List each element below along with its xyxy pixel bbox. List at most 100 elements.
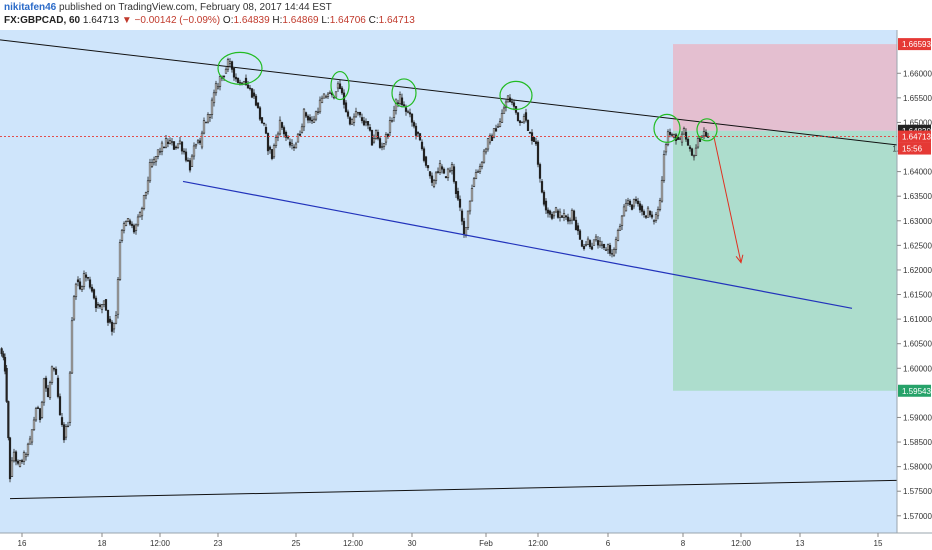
candle bbox=[80, 285, 84, 292]
stop-price-label: 1.66593 bbox=[902, 40, 931, 49]
time-axis[interactable] bbox=[0, 533, 932, 550]
low-value: 1.64706 bbox=[329, 15, 366, 26]
candle bbox=[206, 112, 210, 124]
candle-body bbox=[356, 112, 360, 114]
candle-body bbox=[130, 223, 134, 226]
candle-body bbox=[124, 221, 128, 226]
candle-body bbox=[456, 190, 460, 200]
candle bbox=[522, 113, 526, 124]
candle-body bbox=[346, 111, 350, 117]
candle bbox=[116, 276, 120, 319]
candle bbox=[512, 99, 516, 111]
candle bbox=[66, 421, 70, 428]
x-tick-label: 15 bbox=[874, 539, 883, 548]
peak-highlight-circle[interactable] bbox=[330, 70, 350, 101]
candle-body bbox=[512, 102, 516, 107]
candle-body bbox=[594, 236, 598, 241]
candle-body bbox=[76, 279, 80, 283]
candle bbox=[540, 179, 544, 194]
candle bbox=[268, 145, 272, 154]
candle bbox=[402, 101, 406, 107]
stop-loss-zone[interactable] bbox=[673, 44, 897, 131]
candle bbox=[608, 242, 612, 257]
take-profit-zone[interactable] bbox=[673, 130, 897, 391]
candle bbox=[50, 365, 54, 385]
candle bbox=[120, 228, 124, 243]
candle bbox=[90, 284, 94, 293]
y-tick-label: 1.62500 bbox=[903, 241, 932, 250]
candle-body bbox=[96, 304, 100, 306]
candle-body bbox=[620, 215, 624, 226]
candle bbox=[118, 239, 122, 281]
candle bbox=[406, 109, 410, 114]
candle bbox=[204, 121, 208, 124]
candle-body bbox=[542, 191, 546, 205]
candle-body bbox=[632, 199, 636, 207]
candle-body bbox=[564, 215, 568, 218]
support-line[interactable] bbox=[9, 479, 898, 500]
candle-body bbox=[8, 437, 12, 480]
candle-body bbox=[188, 160, 192, 171]
candle-body bbox=[582, 246, 586, 250]
candle bbox=[76, 276, 80, 287]
candle-body bbox=[408, 112, 412, 115]
peak-highlight-circle[interactable] bbox=[653, 113, 681, 143]
candle bbox=[682, 126, 686, 135]
candle bbox=[440, 164, 444, 174]
candle bbox=[690, 147, 694, 156]
candle-body bbox=[438, 162, 442, 173]
candle-body bbox=[128, 220, 132, 225]
candle-body bbox=[252, 92, 256, 97]
candle-body bbox=[694, 147, 698, 156]
candle-body bbox=[314, 111, 318, 120]
price-axis[interactable] bbox=[897, 30, 932, 533]
candle-body bbox=[100, 304, 104, 310]
forecast-arrow[interactable] bbox=[713, 137, 742, 263]
candle-body bbox=[650, 214, 654, 218]
x-tick-label: 12:00 bbox=[528, 539, 549, 548]
candle-body bbox=[70, 320, 74, 374]
candle bbox=[176, 143, 180, 150]
candle-body bbox=[664, 144, 668, 153]
peak-highlight-circle[interactable] bbox=[217, 51, 263, 85]
close-value: 1.64713 bbox=[378, 15, 415, 26]
candle-body bbox=[194, 144, 198, 147]
lower-channel-line[interactable] bbox=[182, 180, 853, 309]
peak-highlight-circle[interactable] bbox=[696, 118, 718, 142]
candle bbox=[306, 114, 310, 124]
candle-body bbox=[684, 131, 688, 140]
candle bbox=[588, 239, 592, 249]
candle bbox=[632, 198, 636, 209]
peak-highlight-circle[interactable] bbox=[391, 78, 417, 108]
candle-body bbox=[90, 286, 94, 292]
candle bbox=[214, 80, 218, 96]
candle bbox=[432, 179, 436, 189]
candle bbox=[418, 133, 422, 142]
candle bbox=[590, 242, 594, 251]
candle-body bbox=[618, 226, 622, 231]
candle-body bbox=[692, 155, 696, 158]
upper-trendline[interactable] bbox=[0, 39, 932, 150]
candle-body bbox=[484, 148, 488, 153]
candle bbox=[546, 207, 550, 218]
candle bbox=[518, 119, 522, 126]
peak-highlight-circle[interactable] bbox=[499, 80, 533, 110]
candle bbox=[52, 367, 56, 372]
candle-body bbox=[472, 178, 476, 187]
candle bbox=[5, 365, 8, 403]
candle-body bbox=[426, 165, 430, 169]
candle bbox=[14, 450, 18, 466]
candle-body bbox=[286, 137, 290, 139]
candle bbox=[284, 130, 288, 141]
candle-body bbox=[14, 451, 18, 462]
candle-body bbox=[166, 141, 170, 144]
candle bbox=[174, 145, 178, 150]
candle-body bbox=[162, 146, 166, 149]
author-name[interactable]: nikitafen46 bbox=[4, 2, 57, 13]
candle bbox=[434, 170, 438, 185]
candle bbox=[600, 240, 604, 249]
candle-body bbox=[430, 175, 434, 183]
candle-body bbox=[362, 120, 366, 126]
candle bbox=[506, 95, 510, 103]
